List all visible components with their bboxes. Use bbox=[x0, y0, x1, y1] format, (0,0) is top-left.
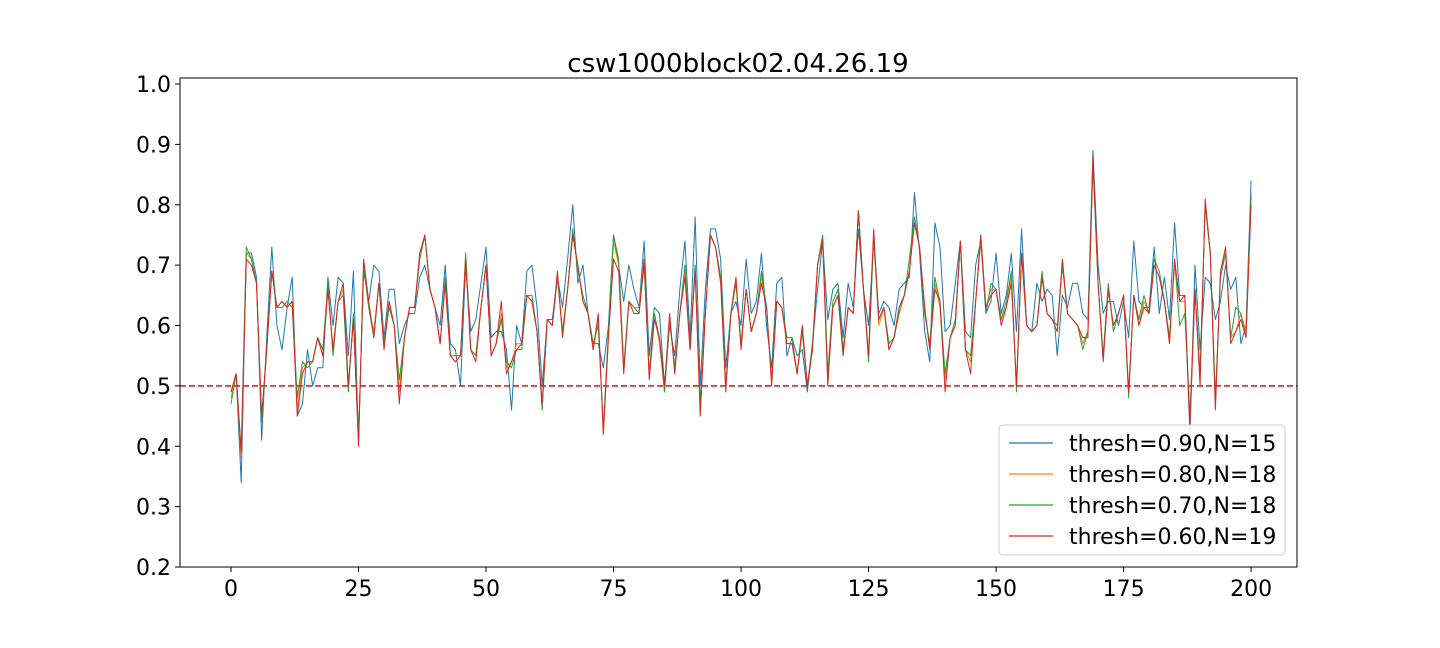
legend-box bbox=[998, 424, 1286, 556]
legend-label: thresh=0.70,N=18 bbox=[1069, 494, 1276, 519]
x-tick-label: 25 bbox=[345, 577, 373, 602]
plot-frame bbox=[179, 77, 1298, 568]
legend-label: thresh=0.60,N=19 bbox=[1069, 525, 1276, 550]
y-tick-label: 0.2 bbox=[136, 556, 171, 581]
y-tick-label: 1.0 bbox=[136, 73, 171, 98]
y-tick-label: 0.4 bbox=[136, 435, 171, 460]
y-axis: 0.2 0.3 0.4 0.5 0.6 0.7 0.8 0.9 1.0 bbox=[136, 73, 180, 581]
x-tick-label: 175 bbox=[1103, 577, 1145, 602]
y-tick-label: 0.8 bbox=[136, 194, 171, 219]
series-line-0 bbox=[230, 149, 1252, 483]
legend-label: thresh=0.90,N=15 bbox=[1069, 432, 1276, 457]
y-tick-label: 0.9 bbox=[136, 133, 171, 158]
x-axis: 0 25 50 75 100 125 150 175 200 bbox=[224, 567, 1272, 602]
x-tick-label: 150 bbox=[975, 577, 1017, 602]
y-tick-label: 0.6 bbox=[136, 315, 171, 340]
chart-title: csw1000block02.04.26.19 bbox=[567, 49, 908, 79]
x-tick-label: 50 bbox=[472, 577, 500, 602]
y-tick-label: 0.5 bbox=[136, 375, 171, 400]
x-tick-label: 200 bbox=[1230, 577, 1272, 602]
x-tick-label: 125 bbox=[848, 577, 890, 602]
legend-label: thresh=0.80,N=18 bbox=[1069, 463, 1276, 488]
x-tick-label: 0 bbox=[224, 577, 238, 602]
x-tick-label: 75 bbox=[600, 577, 628, 602]
series-line-3 bbox=[230, 155, 1252, 453]
legend: thresh=0.90,N=15 thresh=0.80,N=18 thresh=0… bbox=[998, 424, 1286, 556]
plot-area bbox=[180, 149, 1297, 483]
y-tick-label: 0.7 bbox=[136, 254, 171, 279]
y-tick-label: 0.3 bbox=[136, 496, 171, 521]
x-tick-label: 100 bbox=[720, 577, 762, 602]
